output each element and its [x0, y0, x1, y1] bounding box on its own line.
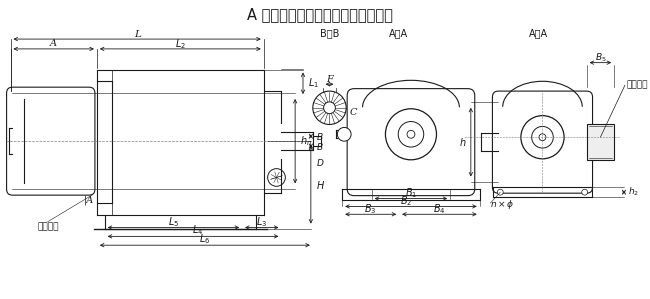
- Text: $L_6$: $L_6$: [199, 232, 211, 246]
- Text: $n\times\phi$: $n\times\phi$: [491, 199, 515, 211]
- Text: |A: |A: [84, 195, 94, 205]
- Circle shape: [324, 102, 335, 114]
- Text: F: F: [326, 75, 333, 84]
- Text: $L_5$: $L_5$: [168, 215, 179, 228]
- Circle shape: [407, 130, 415, 138]
- Text: $B_2$: $B_2$: [400, 195, 412, 208]
- Text: $h$: $h$: [460, 136, 467, 148]
- FancyBboxPatch shape: [347, 89, 474, 196]
- Text: $B_3$: $B_3$: [365, 202, 377, 216]
- Text: B－B: B－B: [320, 28, 339, 38]
- Text: A－A: A－A: [529, 28, 548, 38]
- Text: 遥控装置: 遥控装置: [627, 81, 649, 90]
- FancyBboxPatch shape: [493, 91, 593, 193]
- Text: $B_4$: $B_4$: [433, 202, 446, 216]
- Circle shape: [539, 134, 546, 141]
- Text: $h_n$: $h_n$: [300, 134, 312, 148]
- Text: $B$: $B$: [316, 141, 324, 152]
- Circle shape: [582, 189, 588, 195]
- Text: $L_2$: $L_2$: [175, 37, 186, 51]
- Circle shape: [385, 109, 437, 160]
- Circle shape: [521, 116, 564, 159]
- Circle shape: [337, 127, 351, 141]
- Text: $h_2$: $h_2$: [628, 186, 639, 199]
- Circle shape: [497, 189, 503, 195]
- Circle shape: [268, 169, 285, 186]
- Text: A: A: [50, 39, 57, 48]
- Circle shape: [313, 91, 346, 124]
- Text: L: L: [134, 30, 140, 39]
- Text: C: C: [350, 108, 358, 117]
- Text: $B_5$: $B_5$: [595, 51, 606, 64]
- Text: A 型（卧式）变速器外形、安装尺寸: A 型（卧式）变速器外形、安装尺寸: [247, 7, 393, 22]
- FancyBboxPatch shape: [6, 87, 95, 195]
- Text: $L_1$: $L_1$: [308, 76, 319, 90]
- Text: $H$: $H$: [316, 179, 325, 191]
- Text: $B$: $B$: [316, 131, 324, 142]
- Text: 手轮中心: 手轮中心: [37, 223, 58, 232]
- Circle shape: [532, 126, 553, 148]
- Circle shape: [398, 121, 424, 147]
- Text: $L_3$: $L_3$: [256, 215, 267, 228]
- Text: $L_4$: $L_4$: [192, 224, 203, 237]
- Text: $B_1$: $B_1$: [405, 186, 417, 200]
- Bar: [587, 124, 614, 160]
- Text: A－A: A－A: [389, 28, 408, 38]
- Text: $D$: $D$: [316, 157, 324, 168]
